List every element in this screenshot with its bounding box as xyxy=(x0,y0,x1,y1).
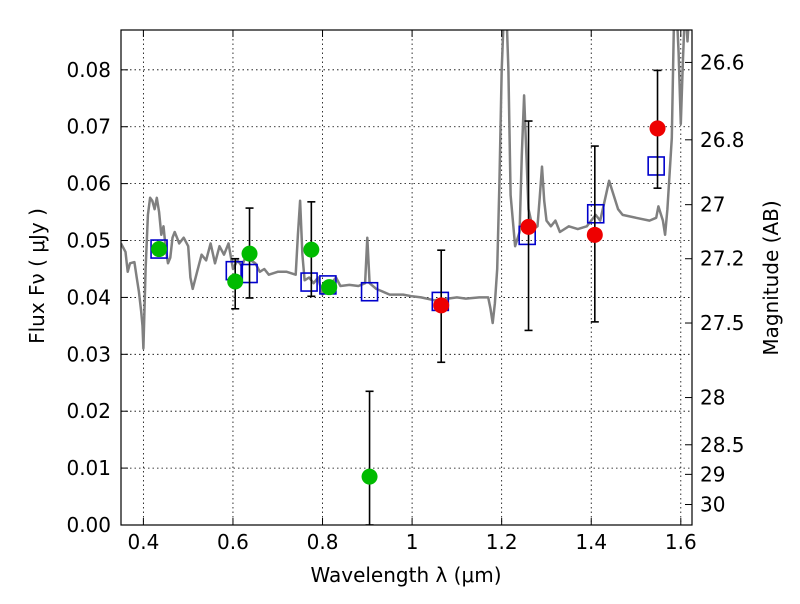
magnitude-tick-label: 29 xyxy=(700,462,725,486)
x-tick-label: 0.6 xyxy=(217,530,249,554)
model-flux-square xyxy=(647,156,665,176)
x-tick-label: 1.6 xyxy=(665,530,697,554)
observed-flux-point xyxy=(227,273,244,290)
magnitude-tick-label: 26.8 xyxy=(700,128,745,152)
y2-axis-label: Magnitude (AB) xyxy=(759,200,783,355)
x-axis-label: Wavelength λ (μm) xyxy=(310,563,501,587)
magnitude-tick-label: 27.5 xyxy=(700,311,745,335)
observed-flux-point xyxy=(649,120,666,137)
observed-flux-point xyxy=(433,297,450,314)
y-tick-label: 0.04 xyxy=(66,285,111,309)
observed-flux-point xyxy=(151,241,168,258)
observed-flux-point xyxy=(361,468,378,485)
grid-layer xyxy=(121,30,692,526)
model-flux-square xyxy=(300,272,318,292)
magnitude-tick-label: 27 xyxy=(700,193,725,217)
y-axis-label: Flux Fν ( μJy ) xyxy=(25,208,49,344)
axes-layer: 0.4 0.6 0.8 1 1.2 1.4 1.6 0.00 0.01 0.02 0.03 0.04 0… xyxy=(66,29,745,554)
x-tick-label: 1.2 xyxy=(486,530,518,554)
observed-flux-point xyxy=(241,245,258,262)
observed-flux-point xyxy=(321,279,338,296)
x-tick-label: 1 xyxy=(406,530,419,554)
y-tick-label: 0.05 xyxy=(66,229,111,253)
model-flux-square xyxy=(360,281,379,302)
model-spectrum-line xyxy=(121,30,690,350)
y-tick-label: 0.00 xyxy=(66,513,111,537)
y-tick-label: 0.07 xyxy=(66,115,111,139)
magnitude-tick-label: 27.2 xyxy=(700,247,745,271)
observed-flux-point xyxy=(303,241,320,258)
plot-frame xyxy=(120,29,693,526)
observed-flux-point xyxy=(586,226,603,243)
y-tick-label: 0.06 xyxy=(66,172,111,196)
magnitude-tick-label: 28 xyxy=(700,386,725,410)
observed-flux-point xyxy=(520,218,537,235)
x-tick-label: 1.4 xyxy=(575,530,607,554)
magnitude-tick-label: 26.6 xyxy=(700,50,745,74)
plot-area xyxy=(121,30,690,525)
x-tick-label: 0.8 xyxy=(307,530,339,554)
y-tick-label: 0.02 xyxy=(66,399,111,423)
y-tick-label: 0.03 xyxy=(66,342,111,366)
x-tick-label: 0.4 xyxy=(127,530,159,554)
magnitude-tick-label: 30 xyxy=(700,493,725,517)
y-tick-label: 0.08 xyxy=(66,58,111,82)
y-tick-label: 0.01 xyxy=(66,456,111,480)
magnitude-tick-label: 28.5 xyxy=(700,433,745,457)
model-flux-square xyxy=(586,203,605,224)
